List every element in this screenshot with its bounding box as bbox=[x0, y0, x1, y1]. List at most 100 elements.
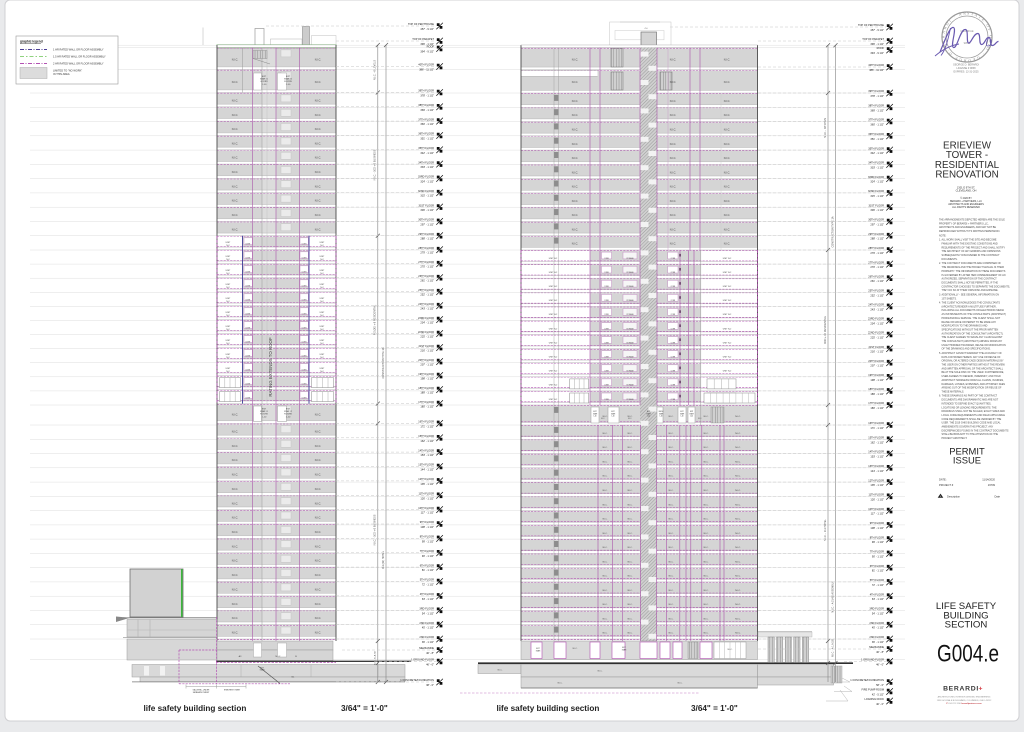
svg-text:324' - 1 1/2": 324' - 1 1/2" bbox=[870, 180, 884, 184]
svg-text:N.I.C.: N.I.C. bbox=[670, 143, 677, 146]
svg-text:N.I.C.: N.I.C. bbox=[704, 504, 709, 506]
svg-text:108' - 1 1/2": 108' - 1 1/2" bbox=[870, 526, 884, 530]
svg-text:CORR: CORR bbox=[671, 357, 676, 359]
svg-text:297' - 1 1/2": 297' - 1 1/2" bbox=[870, 223, 884, 227]
svg-text:N.I.C.: N.I.C. bbox=[572, 100, 579, 103]
svg-text:STAIR #2: STAIR #2 bbox=[284, 78, 292, 81]
svg-text:UNIT N-2: UNIT N-2 bbox=[723, 300, 732, 302]
svg-text:CONTRACTOR CHOOSES TO SEPARATE: CONTRACTOR CHOOSES TO SEPARATE THE DOCUM… bbox=[942, 285, 1011, 288]
svg-text:N.I.C.: N.I.C. bbox=[315, 413, 322, 416]
svg-text:21ST FLOOR: 21ST FLOOR bbox=[418, 344, 434, 348]
svg-text:DATE:: DATE: bbox=[939, 478, 947, 482]
svg-text:N.I.C.: N.I.C. bbox=[315, 171, 322, 174]
svg-text:6TH FLOOR: 6TH FLOOR bbox=[420, 563, 434, 567]
svg-text:N.I.C.: N.I.C. bbox=[232, 185, 239, 188]
svg-text:CORR: CORR bbox=[671, 300, 676, 302]
svg-text:N.I.C.: N.I.C. bbox=[704, 433, 709, 435]
svg-text:CORR: CORR bbox=[245, 356, 251, 358]
svg-text:36TH FLOOR: 36TH FLOOR bbox=[418, 132, 434, 136]
svg-text:N.I.C.: N.I.C. bbox=[315, 157, 322, 160]
svg-text:29TH FLOOR: 29TH FLOOR bbox=[418, 232, 434, 236]
svg-text:N.I.C. 41,A-3,B: N.I.C. 41,A-3,B bbox=[374, 651, 377, 665]
svg-text:N.I.C.: N.I.C. bbox=[315, 474, 322, 477]
svg-text:2ND FLOOR: 2ND FLOOR bbox=[869, 635, 884, 639]
svg-text:324' - 1 1/2": 324' - 1 1/2" bbox=[420, 179, 434, 183]
svg-text:life safety building section: life safety building section bbox=[497, 704, 600, 713]
svg-text:4. THE CLIENT ACKNOWLEDGES THE: 4. THE CLIENT ACKNOWLEDGES THE CONSULTAN… bbox=[939, 302, 1000, 305]
svg-text:STORAGE: STORAGE bbox=[626, 327, 633, 330]
svg-text:N.I.C.: N.I.C. bbox=[232, 114, 239, 117]
svg-text:UNIT N-2: UNIT N-2 bbox=[549, 399, 558, 401]
svg-text:ARCHITECTS AND ENGINEERS, AND: ARCHITECTS AND ENGINEERS, AND MAY NOT BE bbox=[939, 226, 996, 229]
svg-text:N.I.C.: N.I.C. bbox=[572, 214, 579, 217]
svg-text:5TH FLOOR: 5TH FLOOR bbox=[420, 578, 434, 582]
svg-text:81' - 1 1/2": 81' - 1 1/2" bbox=[422, 568, 434, 572]
svg-text:N.I.C.: N.I.C. bbox=[232, 545, 239, 548]
svg-text:369' - 1 1/2": 369' - 1 1/2" bbox=[420, 108, 434, 112]
svg-text:DATA CONTAINED HEREIN. ANY USE: DATA CONTAINED HEREIN. ANY USE OR REUSE … bbox=[942, 356, 1001, 359]
svg-text:3RD FLOOR: 3RD FLOOR bbox=[869, 607, 884, 611]
svg-text:16TH FLOOR: 16TH FLOOR bbox=[868, 421, 884, 425]
svg-text:N.I.C.: N.I.C. bbox=[572, 129, 579, 132]
svg-text:N.I.C.: N.I.C. bbox=[315, 603, 322, 606]
svg-text:457' - 9 1/2": 457' - 9 1/2" bbox=[420, 27, 434, 31]
svg-text:PERMIT: PERMIT bbox=[949, 446, 985, 457]
svg-text:11TH FLOOR: 11TH FLOOR bbox=[868, 493, 884, 497]
svg-text:BERARDI + PARTNERS, LLC: BERARDI + PARTNERS, LLC bbox=[950, 200, 982, 203]
svg-text:UNIT N-2: UNIT N-2 bbox=[723, 328, 732, 330]
svg-text:CORR: CORR bbox=[245, 398, 251, 400]
svg-text:14TH FLOOR: 14TH FLOOR bbox=[868, 450, 884, 454]
svg-text:STORAGE: STORAGE bbox=[626, 257, 633, 260]
svg-text:N.I.C.: N.I.C. bbox=[735, 447, 741, 449]
svg-text:N.I.C.: N.I.C. bbox=[628, 418, 632, 420]
svg-text:FIRE PUMP ROOM: FIRE PUMP ROOM bbox=[862, 688, 884, 692]
svg-text:30TH FLOOR: 30TH FLOOR bbox=[418, 218, 434, 222]
svg-text:N.I.C.: N.I.C. bbox=[315, 128, 322, 131]
svg-text:ISSUE: ISSUE bbox=[953, 454, 981, 465]
svg-text:N.I.C.: N.I.C. bbox=[232, 617, 239, 620]
svg-text:46' - 8": 46' - 8" bbox=[426, 651, 434, 655]
svg-text:N.I.C. - KITCHEN: N.I.C. - KITCHEN bbox=[824, 118, 827, 138]
svg-text:6. THESE DRAWINGS AS PART OF T: 6. THESE DRAWINGS AS PART OF THE CONTRAC… bbox=[939, 395, 998, 398]
svg-text:4TH FLOOR: 4TH FLOOR bbox=[870, 592, 884, 596]
svg-text:36' - 1 1/2": 36' - 1 1/2" bbox=[872, 640, 884, 644]
svg-text:9838: 9838 bbox=[964, 41, 971, 45]
svg-text:N-2: N-2 bbox=[320, 329, 324, 331]
svg-text:USER AGREES TO DEFEND, INDEMNI: USER AGREES TO DEFEND, INDEMNIFY, AND HO… bbox=[942, 375, 1002, 378]
svg-text:189' - 1 1/2": 189' - 1 1/2" bbox=[870, 392, 884, 396]
svg-text:N.I.C.: N.I.C. bbox=[704, 462, 709, 464]
svg-text:ARCHITECT HARMLESS FROM ALL CL: ARCHITECT HARMLESS FROM ALL CLAIMS, INJU… bbox=[942, 379, 1005, 382]
svg-text:394' - 9 1/2": 394' - 9 1/2" bbox=[870, 51, 884, 55]
svg-text:SEPARATE PERMIT: SEPARATE PERMIT bbox=[193, 691, 211, 694]
svg-text:135' - 1 1/2": 135' - 1 1/2" bbox=[420, 482, 434, 486]
svg-text:UNIT N-2: UNIT N-2 bbox=[723, 258, 732, 260]
svg-text:N.I.C.: N.I.C. bbox=[628, 618, 633, 620]
svg-text:STAIR #1: STAIR #1 bbox=[260, 410, 268, 413]
svg-text:STORAGE: STORAGE bbox=[626, 398, 633, 401]
svg-text:N.I.C.: N.I.C. bbox=[603, 433, 608, 435]
svg-text:UNIT: UNIT bbox=[320, 340, 325, 342]
svg-text:N.I.C.: N.I.C. bbox=[724, 143, 731, 146]
svg-text:STAIR: STAIR bbox=[260, 669, 266, 672]
svg-text:N.I.C.: N.I.C. bbox=[669, 519, 674, 521]
svg-text:1 CONCRETE/FOUNDATION: 1 CONCRETE/FOUNDATION bbox=[400, 678, 434, 682]
svg-text:46' - 0": 46' - 0" bbox=[876, 663, 884, 667]
svg-text:N.I.C. - A-2 (41) ASSEMBLY: N.I.C. - A-2 (41) ASSEMBLY bbox=[832, 581, 835, 613]
svg-text:SPECIFICATIONS WITHOUT THE PRI: SPECIFICATIONS WITHOUT THE PRIOR WRITTEN bbox=[942, 329, 999, 332]
svg-text:DRAWINGS SHALL NOT BE SCALED,: DRAWINGS SHALL NOT BE SCALED, EXACT SIZE… bbox=[942, 410, 1006, 413]
svg-text:394' - 9 1/2": 394' - 9 1/2" bbox=[420, 50, 434, 54]
svg-text:N.I.C.: N.I.C. bbox=[315, 517, 322, 520]
svg-text:22ND FLOOR: 22ND FLOOR bbox=[868, 331, 884, 335]
svg-text:N-2: N-2 bbox=[320, 315, 324, 317]
svg-text:N.I.C.: N.I.C. bbox=[232, 502, 239, 505]
svg-text:40TH FLOOR: 40TH FLOOR bbox=[868, 63, 884, 67]
svg-text:108' - 1 1/2": 108' - 1 1/2" bbox=[420, 525, 434, 529]
svg-text:N.I.C.: N.I.C. bbox=[315, 114, 322, 117]
svg-text:42' - 5 1/2": 42' - 5 1/2" bbox=[872, 693, 884, 697]
svg-text:GEORGE D. BERARDI: GEORGE D. BERARDI bbox=[953, 64, 979, 67]
svg-text:126' - 1 1/2": 126' - 1 1/2" bbox=[870, 497, 884, 501]
svg-text:N.I.C.: N.I.C. bbox=[669, 416, 674, 418]
svg-text:1.5 HR RATED WALL OR FLOOR ASS: 1.5 HR RATED WALL OR FLOOR ASSEMBLY bbox=[53, 55, 106, 59]
svg-text:N.I.C.: N.I.C. bbox=[498, 670, 503, 672]
svg-text:1398 GOODALE BOULEVARD, COLUMB: 1398 GOODALE BOULEVARD, COLUMBUS, OHIO 4… bbox=[937, 699, 992, 702]
